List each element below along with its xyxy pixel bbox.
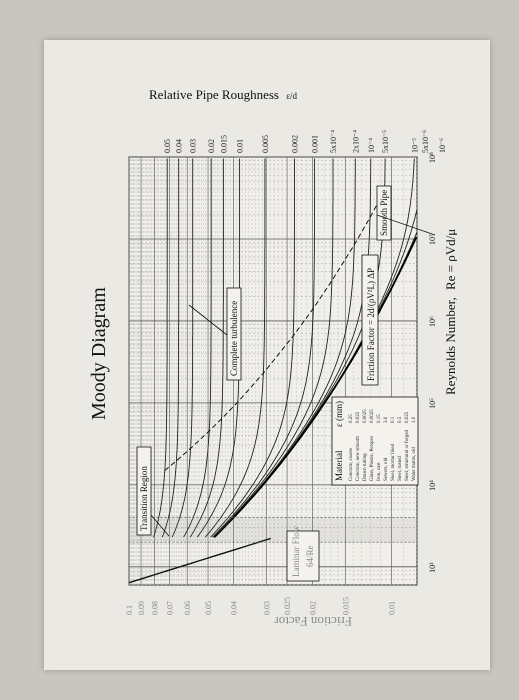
- roughness-label: 0.002: [291, 135, 300, 153]
- material-name: Concrete, new smooth: [356, 436, 361, 481]
- material-table: [331, 396, 419, 486]
- transition-arrow: [150, 514, 170, 537]
- y-tick-label: 0.1: [125, 605, 134, 615]
- roughness-label: 0.02: [207, 139, 216, 153]
- x-axis-formula: Re = ρVd/μ: [443, 229, 457, 290]
- roughness-curve: [183, 158, 212, 538]
- friction-factor-formula-label: Friction Factor = 2d/(ρV²L) ΔP: [366, 268, 376, 381]
- roughness-curve: [171, 158, 194, 538]
- paper-sheet: Moody Diagram 10³ 10⁴ 10⁵ 10⁶ 10⁷ 10⁸ 0.01 0.01…: [44, 40, 490, 670]
- material-roughness: 0.1: [391, 416, 396, 423]
- transition-region-band: [128, 517, 418, 543]
- laminar-flow-label: Laminar Flow: [291, 525, 301, 577]
- material-roughness: 0.25: [349, 414, 354, 423]
- transition-region-box: [136, 446, 152, 536]
- y-tick-label: 0.09: [137, 601, 146, 615]
- material-roughness: 0.0025: [363, 409, 368, 423]
- roughness-label: 0.005: [261, 135, 270, 153]
- material-name: Drawn tubing: [363, 453, 368, 481]
- friction-factor-formula-box: [361, 254, 379, 386]
- roughness-mm-header: ε (mm): [334, 401, 344, 427]
- material-roughness: 3.0: [384, 416, 389, 423]
- roughness-label: 0.03: [189, 139, 198, 153]
- y-tick-label: 0.025: [283, 597, 292, 615]
- transition-region-label: Transition Region: [139, 466, 149, 531]
- roughness-label: 0.05: [163, 139, 172, 153]
- roughness-label: 0.015: [219, 135, 228, 153]
- roughness-label: 10⁻⁶: [438, 138, 447, 153]
- material-name: Concrete, coarse: [349, 447, 354, 481]
- y-tick-label: 0.015: [341, 597, 350, 615]
- smooth-pipe-label: Smooth Pipe: [379, 190, 389, 236]
- right-axis-label-text: Relative Pipe Roughness: [149, 87, 279, 102]
- material-name: Sewers, old: [384, 457, 389, 481]
- y-tick-label: 0.01: [388, 601, 397, 615]
- material-name: Steel, structural or forged: [405, 429, 410, 481]
- material-name: Iron, cast: [377, 462, 382, 481]
- y-tick-label: 0.07: [166, 601, 175, 615]
- x-axis-label: Reynolds Number, Re = ρVd/μ: [443, 229, 457, 395]
- material-roughness: 1.0: [412, 416, 417, 423]
- x-tick-label: 10³: [428, 562, 437, 573]
- y-tick-label: 0.04: [229, 601, 238, 615]
- roughness-curve: [204, 158, 266, 538]
- complete-turbulence-boundary: [164, 190, 386, 471]
- x-tick-label: 10⁵: [428, 398, 437, 409]
- roughness-label: 5x10⁻⁶: [421, 130, 430, 153]
- roughness-label: 2x10⁻⁴: [351, 130, 360, 153]
- material-name: Water mains, old: [412, 447, 417, 481]
- material-roughness: 0.025: [356, 411, 361, 423]
- material-roughness: 0.15: [377, 414, 382, 423]
- roughness-label: 0.001: [311, 135, 320, 153]
- chart-title: Moody Diagram: [88, 287, 110, 420]
- roughness-label: 5x10⁻⁴: [329, 130, 338, 153]
- complete-turbulence-label: Complete turbulence: [229, 301, 239, 376]
- roughness-label: 5x10⁻⁵: [381, 130, 390, 153]
- x-tick-label: 10⁴: [428, 480, 437, 491]
- roughness-label: 10⁻⁵: [410, 138, 419, 153]
- laminar-formula: 64/Re: [305, 545, 315, 567]
- y-tick-label: 0.08: [150, 601, 159, 615]
- y-tick-label: 0.02: [309, 601, 318, 615]
- right-axis-label: Relative Pipe Roughness ε/d: [149, 87, 298, 102]
- laminar-flow-box: [286, 530, 320, 582]
- y-tick-label: 0.03: [262, 601, 271, 615]
- y-axis-label: Friction Factor: [274, 614, 352, 629]
- x-tick-label: 10⁷: [428, 234, 437, 245]
- y-tick-label: 0.06: [183, 601, 192, 615]
- material-roughness: 0.5: [398, 416, 403, 423]
- roughness-curve: [210, 158, 295, 538]
- material-roughness: 0.025: [405, 411, 410, 423]
- complete-turbulence-box: [226, 287, 242, 381]
- material-name: Steel, mortar lined: [391, 443, 396, 481]
- smooth-pipe-curve: [213, 236, 418, 538]
- material-header: Material: [334, 450, 344, 481]
- smooth-pipe-box: [376, 185, 392, 241]
- material-name: Steel, rusted: [398, 456, 403, 481]
- smooth-pipe-arrow: [376, 214, 436, 236]
- complete-turbulence-arrow: [188, 304, 228, 336]
- roughness-curve: [153, 158, 168, 538]
- x-tick-label: 10⁶: [428, 316, 437, 327]
- plot-area: 10³10⁴10⁵10⁶10⁷10⁸0.010.0150.020.0250.03…: [125, 130, 447, 615]
- roughness-curve: [212, 158, 316, 538]
- roughness-label: 0.01: [236, 139, 245, 153]
- x-tick-label: 10⁸: [428, 152, 437, 163]
- moody-chart: Moody Diagram 10³ 10⁴ 10⁵ 10⁶ 10⁷ 10⁸ 0.01 0.01…: [88, 87, 457, 629]
- roughness-label: 10⁻⁴: [367, 138, 376, 153]
- roughness-curve: [189, 158, 224, 538]
- laminar-flow-line: [128, 537, 271, 584]
- roughness-curve: [213, 158, 334, 538]
- material-roughness: 0.0025: [370, 409, 375, 423]
- material-name: Glass, Plastic, Perspex: [370, 435, 375, 481]
- roughness-label: 0.04: [175, 139, 184, 153]
- roughness-curve: [161, 158, 180, 538]
- roughness-curve: [213, 158, 356, 538]
- right-axis-symbol: ε/d: [286, 91, 297, 101]
- x-axis-label-text: Reynolds Number,: [443, 297, 457, 395]
- y-tick-label: 0.05: [204, 601, 213, 615]
- moody-chart-sheet: Moody Diagram 10³ 10⁴ 10⁵ 10⁶ 10⁷ 10⁸ 0.01 0.01…: [77, 75, 457, 635]
